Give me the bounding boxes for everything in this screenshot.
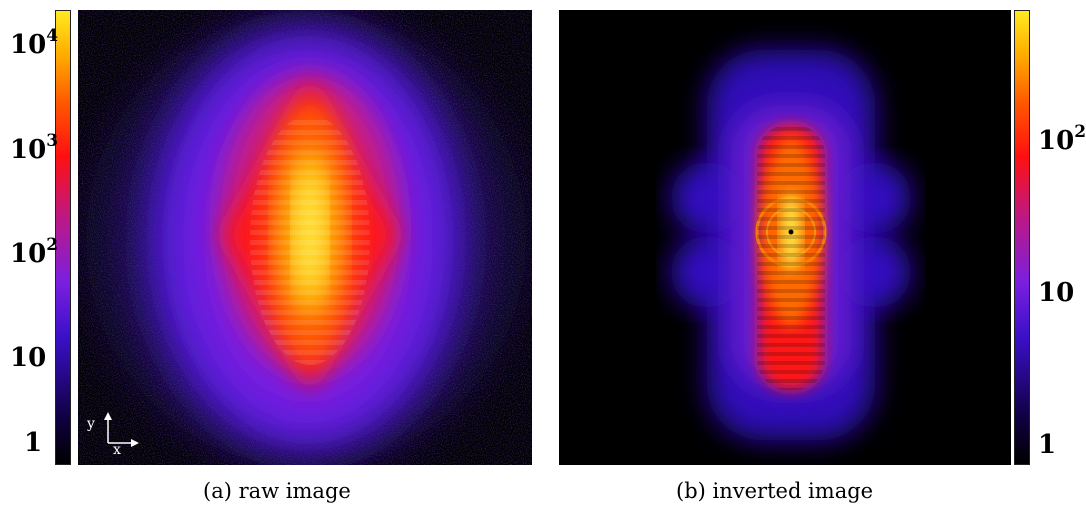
colorbar-left-tick-1: 1 — [24, 428, 43, 458]
colorbar-left-tick-10: 10 — [10, 343, 47, 373]
colorbar-left — [55, 10, 71, 465]
colorbar-right-tick-1: 1 — [1038, 430, 1057, 460]
colorbar-right-tick-1e2: 102 — [1038, 122, 1086, 156]
caption-raw-image: (a) raw image — [203, 479, 351, 503]
colorbar-left-tick-1e2: 102 — [10, 235, 59, 269]
axis-indicator: y x — [87, 410, 153, 460]
raw-image-panel: y x — [78, 10, 532, 465]
axis-x-label: x — [113, 442, 121, 458]
colorbar-right — [1014, 10, 1030, 465]
axis-arrows-icon — [104, 412, 139, 447]
axis-y-label: y — [87, 416, 95, 432]
colorbar-left-tick-1e3: 103 — [10, 131, 59, 165]
colorbar-left-tick-1e4: 104 — [10, 26, 59, 60]
caption-inverted-image: (b) inverted image — [676, 479, 874, 503]
raw-intensity-map — [78, 10, 532, 465]
inverted-image-panel — [559, 10, 1011, 465]
colorbar-right-tick-10: 10 — [1038, 278, 1075, 308]
inverted-intensity-map — [559, 10, 1011, 465]
